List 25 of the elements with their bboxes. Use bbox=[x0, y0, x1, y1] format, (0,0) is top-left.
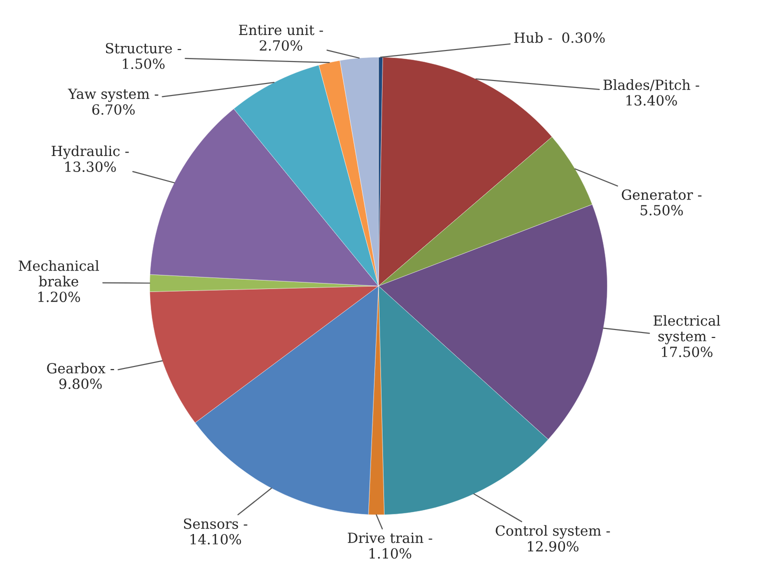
slice-label: Gearbox - bbox=[47, 362, 114, 374]
slice-label: Control system - bbox=[496, 525, 610, 539]
data-label: 14.10% bbox=[190, 534, 242, 544]
data-label: 17.50% bbox=[662, 346, 712, 358]
slice-label: Mechanical brake bbox=[18, 260, 99, 287]
data-label: 13.30% bbox=[65, 161, 116, 172]
data-label: 1.10% bbox=[370, 548, 412, 559]
slice-label: Structure - bbox=[106, 42, 182, 54]
slice-label: Generator - bbox=[622, 189, 702, 200]
data-label: 1.50% bbox=[122, 58, 165, 70]
data-label: 1.20% bbox=[38, 292, 80, 302]
slice-label: Drive train - bbox=[348, 532, 432, 544]
slice-label: Entire unit - bbox=[238, 24, 323, 36]
slice-label: Yaw system - bbox=[68, 88, 158, 102]
slice-label: Hub - 0.30% bbox=[514, 32, 605, 43]
data-label: 9.80% bbox=[59, 378, 102, 390]
slice-label: Electrical system - bbox=[654, 315, 720, 344]
data-label: 6.70% bbox=[92, 104, 135, 115]
data-label: 12.90% bbox=[528, 541, 578, 552]
data-label: 2.70% bbox=[260, 40, 302, 51]
data-label: 13.40% bbox=[626, 95, 677, 106]
slice-label: Blades/Pitch - bbox=[603, 79, 700, 92]
slice-label: Hydraulic - bbox=[52, 145, 129, 160]
data-label: 5.50% bbox=[640, 204, 683, 216]
slice-label: Sensors - bbox=[184, 518, 248, 529]
